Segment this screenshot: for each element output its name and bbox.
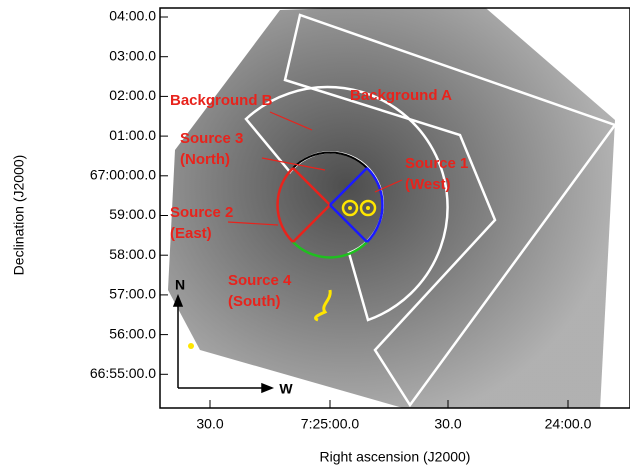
y-tick-label: 59:00.0 bbox=[109, 206, 156, 222]
region-label: Source 3 bbox=[180, 130, 243, 147]
region-label: (North) bbox=[180, 151, 230, 168]
y-tick-label: 58:00.0 bbox=[109, 246, 156, 262]
region-label: Background A bbox=[350, 87, 452, 104]
frame bbox=[159, 7, 630, 409]
compass-north: N bbox=[175, 277, 185, 293]
y-tick-label: 67:00:00.0 bbox=[90, 167, 156, 183]
y-tick-label: 01:00.0 bbox=[109, 127, 156, 143]
compass-west: W bbox=[279, 381, 293, 397]
x-axis-title: Right ascension (J2000) bbox=[320, 449, 471, 465]
region-label: (South) bbox=[228, 293, 280, 310]
region-label: Background B bbox=[170, 92, 273, 109]
background-a-region bbox=[283, 13, 618, 408]
y-tick-label: 03:00.0 bbox=[109, 47, 156, 63]
y-axis-title: Declination (J2000) bbox=[11, 155, 27, 276]
sky-image bbox=[168, 8, 618, 408]
x-tick-label: 30.0 bbox=[434, 416, 461, 432]
x-tick-label: 30.0 bbox=[196, 416, 223, 432]
x-tick-label: 24:00.0 bbox=[545, 416, 592, 432]
region-label: Source 1 bbox=[405, 155, 468, 172]
y-tick-label: 02:00.0 bbox=[109, 87, 156, 103]
region-label: Source 2 bbox=[170, 204, 233, 221]
region-label: (West) bbox=[405, 176, 451, 193]
y-tick-label: 66:55:00.0 bbox=[90, 365, 156, 381]
y-tick-label: 04:00.0 bbox=[109, 8, 156, 24]
y-tick-label: 56:00.0 bbox=[109, 325, 156, 341]
region-label: Source 4 bbox=[228, 272, 292, 289]
region-label: (East) bbox=[170, 225, 212, 242]
y-tick-label: 57:00.0 bbox=[109, 286, 156, 302]
x-tick-label: 7:25:00.0 bbox=[301, 416, 360, 432]
